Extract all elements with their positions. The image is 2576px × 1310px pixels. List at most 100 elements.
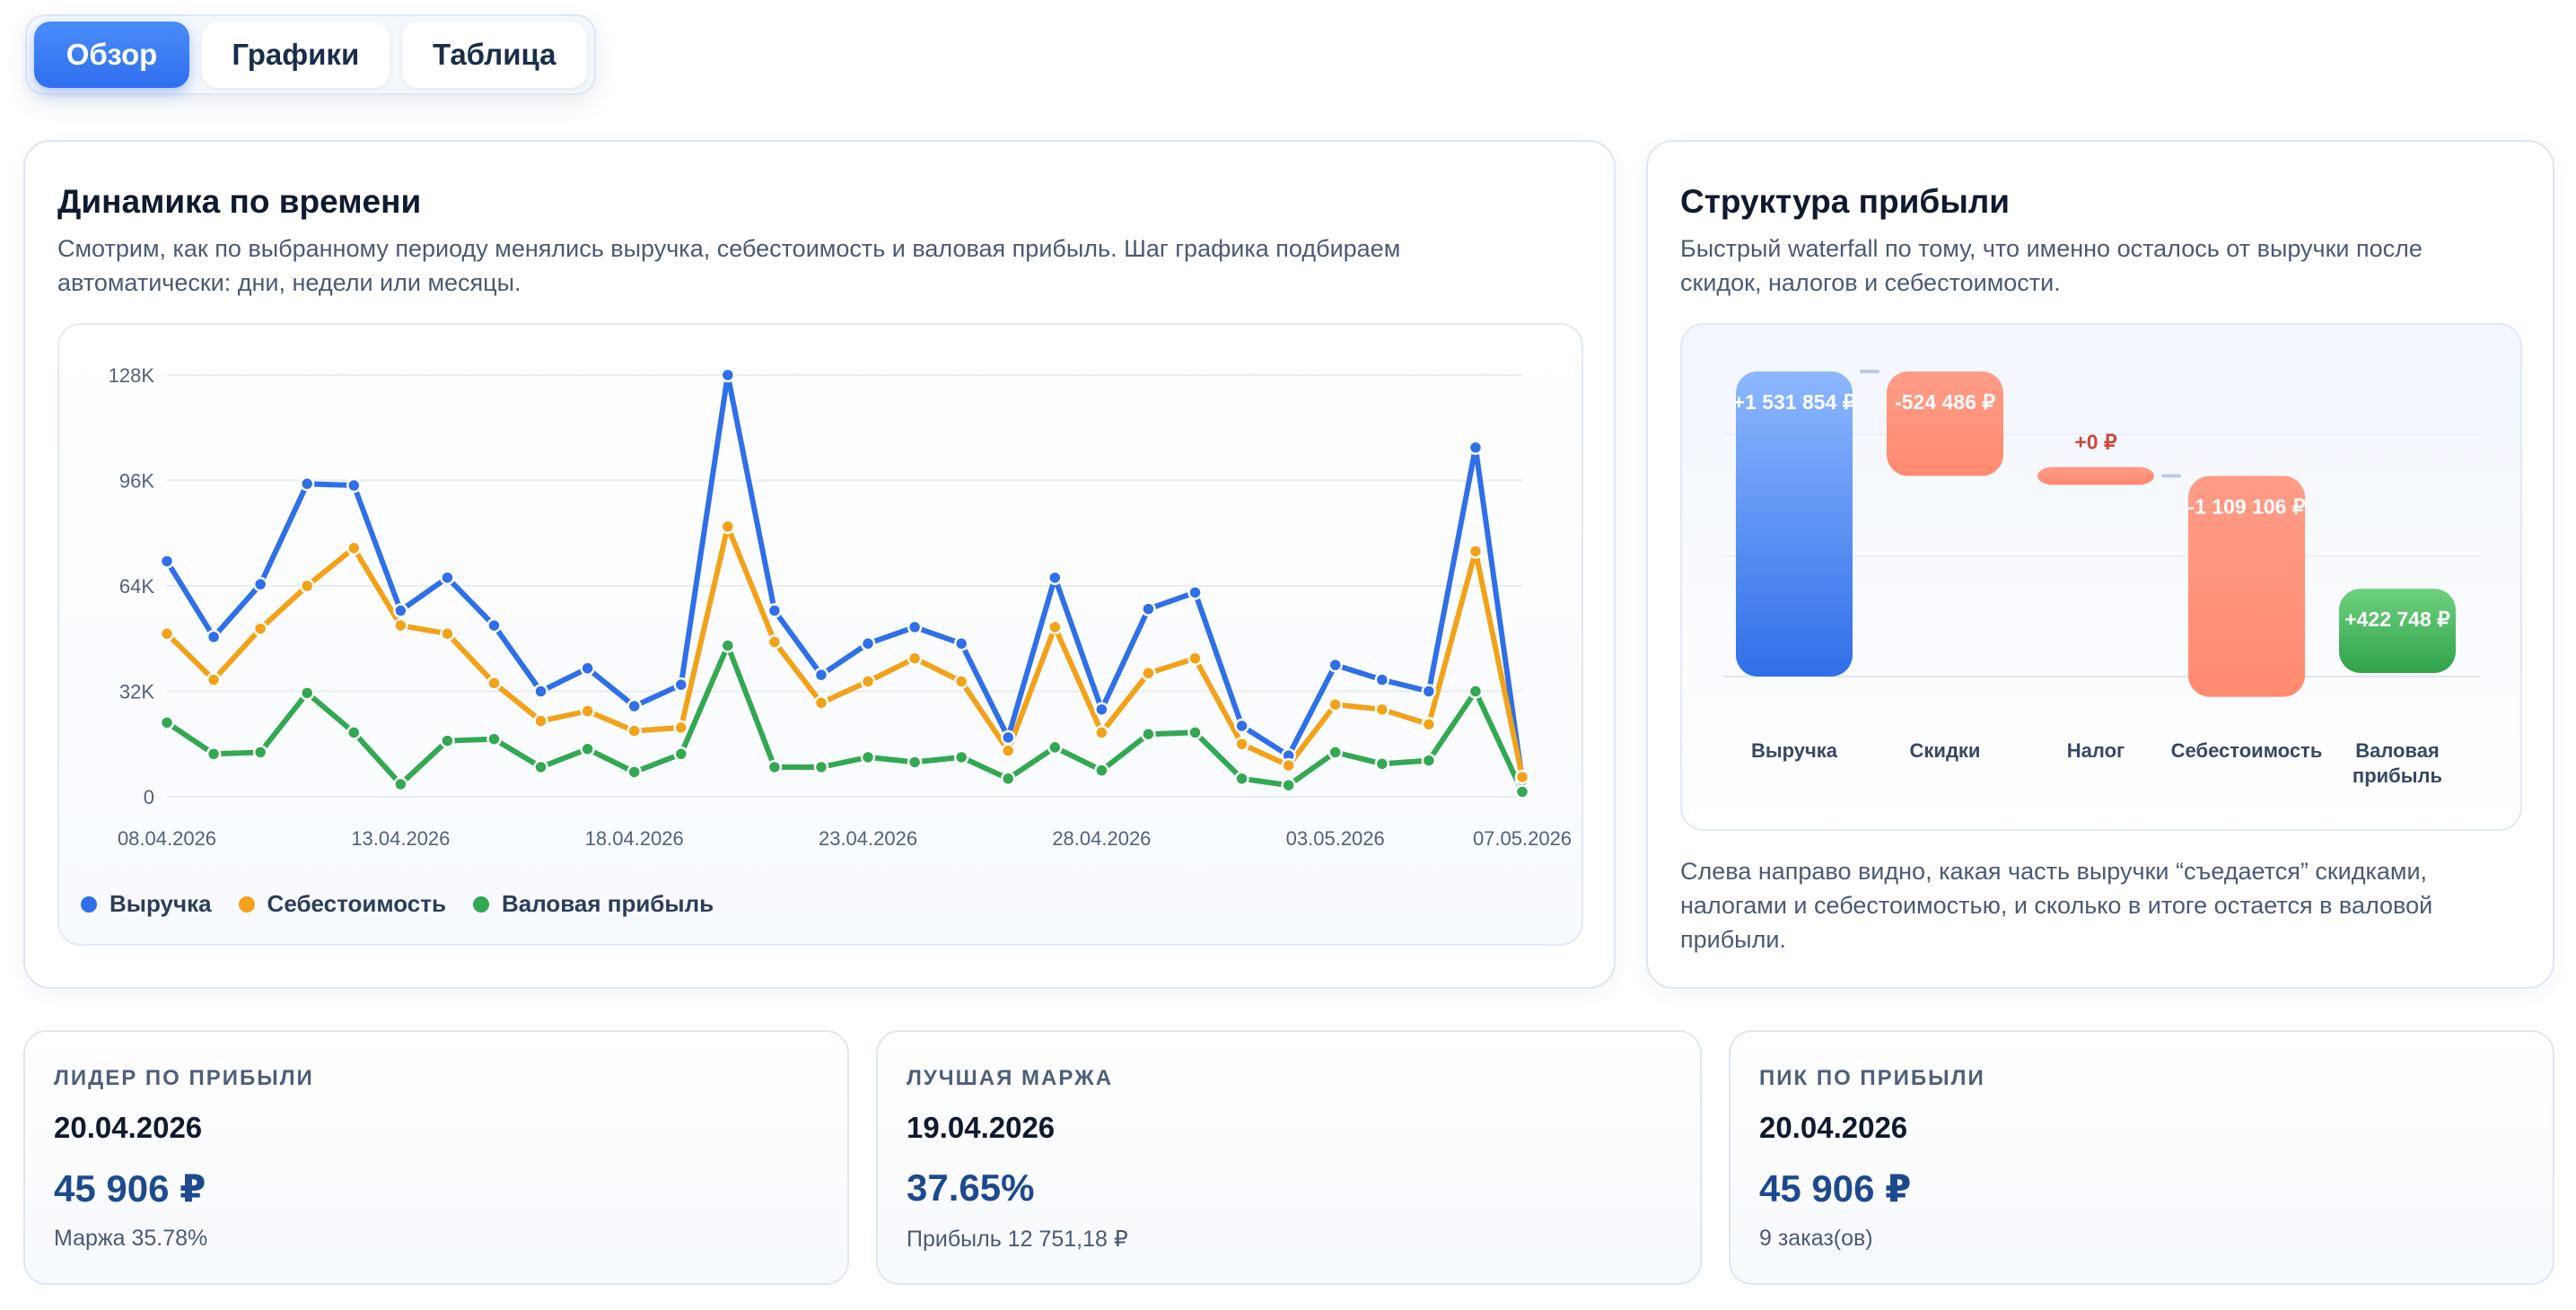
- data-point-2[interactable]: [720, 638, 736, 653]
- data-point-2[interactable]: [907, 755, 923, 770]
- data-point-0[interactable]: [393, 603, 408, 618]
- data-point-2[interactable]: [767, 759, 783, 775]
- legend-item-revenue[interactable]: Выручка: [81, 890, 212, 918]
- data-point-2[interactable]: [206, 747, 222, 762]
- data-point-0[interactable]: [813, 667, 829, 683]
- data-point-0[interactable]: [860, 636, 876, 651]
- data-point-0[interactable]: [907, 619, 923, 635]
- data-point-1[interactable]: [1141, 666, 1156, 681]
- tab-charts[interactable]: Графики: [202, 22, 390, 88]
- legend-item-cost[interactable]: Себестоимость: [238, 890, 446, 918]
- data-point-2[interactable]: [860, 749, 876, 765]
- data-point-1[interactable]: [813, 695, 829, 711]
- waterfall-bar[interactable]: [2037, 467, 2154, 485]
- data-point-0[interactable]: [673, 677, 689, 693]
- data-point-0[interactable]: [440, 570, 455, 586]
- data-point-0[interactable]: [1047, 570, 1063, 586]
- data-point-0[interactable]: [1000, 729, 1016, 746]
- data-point-1[interactable]: [1374, 702, 1390, 717]
- data-point-2[interactable]: [1514, 784, 1530, 799]
- waterfall-bar[interactable]: [2188, 476, 2305, 697]
- data-point-0[interactable]: [580, 660, 595, 677]
- data-point-1[interactable]: [1047, 619, 1063, 635]
- data-point-1[interactable]: [907, 651, 923, 667]
- data-point-2[interactable]: [1327, 745, 1343, 760]
- data-point-0[interactable]: [533, 684, 548, 699]
- data-point-0[interactable]: [299, 476, 315, 492]
- data-point-2[interactable]: [533, 759, 548, 775]
- data-point-1[interactable]: [1094, 725, 1109, 740]
- data-point-0[interactable]: [206, 629, 222, 645]
- data-point-0[interactable]: [159, 554, 175, 569]
- waterfall-bar[interactable]: [2339, 589, 2456, 673]
- data-point-0[interactable]: [486, 617, 502, 633]
- data-point-1[interactable]: [346, 540, 362, 556]
- data-point-2[interactable]: [1234, 771, 1249, 787]
- data-point-2[interactable]: [393, 776, 408, 792]
- data-point-1[interactable]: [1514, 769, 1530, 785]
- data-point-2[interactable]: [252, 745, 268, 760]
- legend-item-profit[interactable]: Валовая прибыль: [472, 890, 714, 918]
- data-point-1[interactable]: [953, 674, 969, 689]
- data-point-2[interactable]: [1000, 771, 1016, 787]
- data-point-0[interactable]: [1187, 585, 1203, 600]
- data-point-2[interactable]: [1281, 777, 1296, 793]
- waterfall-bar[interactable]: [1736, 371, 1853, 677]
- data-point-1[interactable]: [580, 703, 595, 719]
- data-point-1[interactable]: [206, 672, 222, 687]
- data-point-2[interactable]: [1187, 725, 1203, 740]
- data-point-0[interactable]: [720, 367, 736, 383]
- data-point-0[interactable]: [626, 698, 642, 714]
- data-point-1[interactable]: [860, 674, 876, 689]
- data-point-1[interactable]: [1281, 757, 1296, 773]
- data-point-2[interactable]: [580, 741, 595, 757]
- data-point-1[interactable]: [486, 676, 502, 691]
- data-point-0[interactable]: [1468, 440, 1484, 456]
- data-point-2[interactable]: [626, 764, 642, 780]
- data-point-2[interactable]: [953, 749, 969, 765]
- tab-table[interactable]: Таблица: [401, 22, 587, 88]
- data-point-0[interactable]: [1141, 601, 1156, 616]
- data-point-2[interactable]: [813, 759, 829, 775]
- data-point-2[interactable]: [440, 733, 455, 748]
- data-point-1[interactable]: [767, 634, 783, 650]
- data-point-2[interactable]: [1094, 763, 1109, 778]
- data-point-0[interactable]: [1421, 684, 1437, 699]
- data-point-1[interactable]: [159, 625, 175, 642]
- data-point-2[interactable]: [299, 686, 315, 701]
- data-point-1[interactable]: [673, 720, 689, 736]
- data-point-2[interactable]: [159, 715, 175, 730]
- data-point-1[interactable]: [626, 723, 642, 738]
- data-point-2[interactable]: [1421, 753, 1437, 768]
- data-point-1[interactable]: [1000, 743, 1016, 758]
- data-point-2[interactable]: [346, 725, 362, 740]
- data-point-2[interactable]: [486, 731, 502, 747]
- data-point-1[interactable]: [1327, 696, 1343, 712]
- data-point-2[interactable]: [1047, 739, 1063, 755]
- data-point-1[interactable]: [252, 621, 268, 636]
- data-point-0[interactable]: [1094, 702, 1109, 717]
- data-point-1[interactable]: [720, 519, 736, 535]
- data-point-2[interactable]: [1374, 756, 1390, 772]
- data-point-0[interactable]: [1234, 718, 1249, 734]
- waterfall-value-label: +422 748 ₽: [2344, 607, 2450, 631]
- data-point-1[interactable]: [440, 625, 455, 642]
- waterfall-bar[interactable]: [1887, 371, 2003, 476]
- data-point-2[interactable]: [1468, 684, 1484, 699]
- data-point-0[interactable]: [1374, 672, 1390, 687]
- data-point-2[interactable]: [1141, 726, 1156, 742]
- data-point-0[interactable]: [252, 576, 268, 592]
- data-point-1[interactable]: [393, 617, 408, 633]
- tab-overview[interactable]: Обзор: [34, 22, 190, 88]
- data-point-0[interactable]: [1327, 657, 1343, 673]
- data-point-1[interactable]: [1187, 651, 1203, 667]
- data-point-1[interactable]: [1234, 737, 1249, 752]
- data-point-1[interactable]: [1468, 544, 1484, 559]
- data-point-0[interactable]: [346, 477, 362, 493]
- data-point-0[interactable]: [953, 636, 969, 651]
- data-point-0[interactable]: [767, 603, 783, 618]
- data-point-1[interactable]: [299, 578, 315, 594]
- data-point-1[interactable]: [533, 713, 548, 729]
- data-point-2[interactable]: [673, 747, 689, 762]
- data-point-1[interactable]: [1421, 716, 1437, 732]
